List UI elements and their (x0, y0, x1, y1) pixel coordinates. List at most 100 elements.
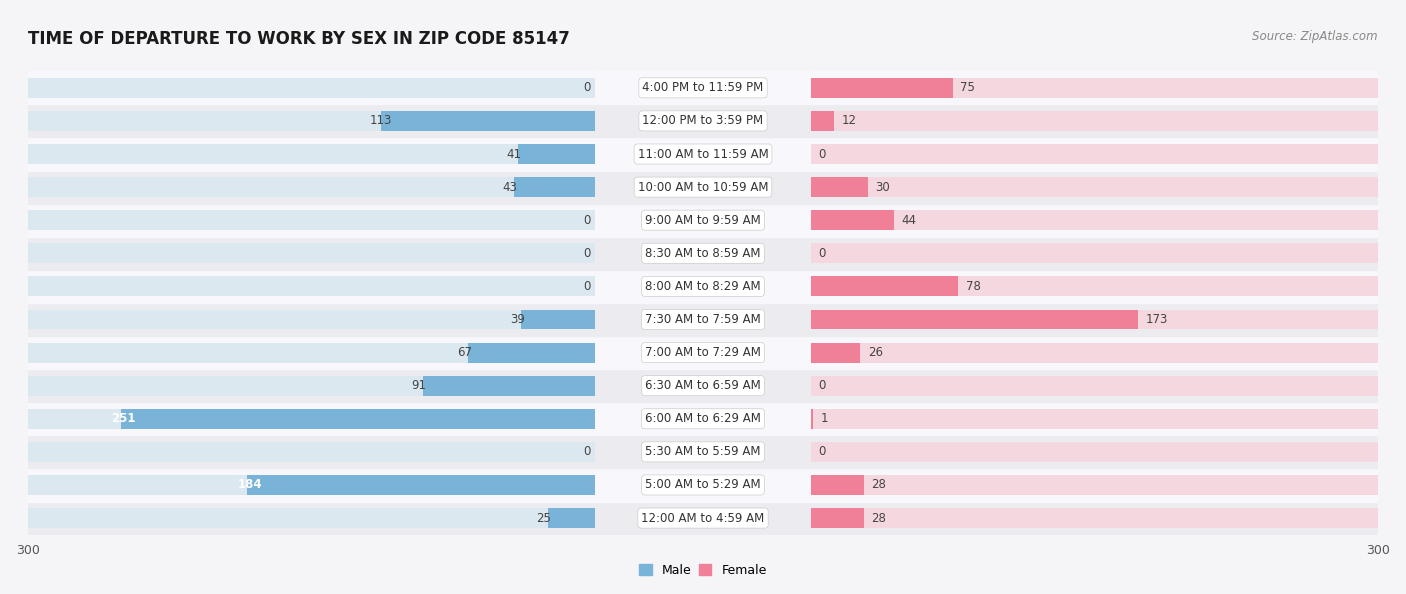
Text: 30: 30 (875, 181, 890, 194)
Bar (28, 71, 595, 105)
Bar (811, 71, 1378, 105)
Bar (595, 369, 811, 402)
Text: 0: 0 (583, 280, 591, 293)
Text: 0: 0 (818, 247, 825, 260)
Bar (811, 376, 1378, 396)
Text: 67: 67 (457, 346, 472, 359)
Text: 173: 173 (1146, 313, 1168, 326)
Text: TIME OF DEPARTURE TO WORK BY SEX IN ZIP CODE 85147: TIME OF DEPARTURE TO WORK BY SEX IN ZIP … (28, 30, 569, 48)
Bar (28, 303, 595, 336)
Text: 5:00 AM to 5:29 AM: 5:00 AM to 5:29 AM (645, 478, 761, 491)
Text: 12:00 AM to 4:59 AM: 12:00 AM to 4:59 AM (641, 511, 765, 525)
Bar (28, 144, 595, 164)
Bar (595, 501, 811, 535)
Bar (595, 336, 811, 369)
Text: 0: 0 (583, 446, 591, 459)
Bar (28, 435, 595, 469)
Text: 91: 91 (412, 379, 427, 392)
Bar (28, 475, 595, 495)
Bar (28, 336, 595, 369)
Text: 11:00 AM to 11:59 AM: 11:00 AM to 11:59 AM (638, 147, 768, 160)
Bar (811, 244, 1378, 263)
Bar (28, 105, 595, 137)
Text: 5:30 AM to 5:59 AM: 5:30 AM to 5:59 AM (645, 446, 761, 459)
Bar (548, 508, 595, 528)
Bar (28, 309, 595, 330)
Bar (595, 469, 811, 501)
Bar (28, 376, 595, 396)
Bar (28, 137, 595, 170)
Bar (28, 402, 595, 435)
Bar (811, 170, 1378, 204)
Bar (811, 343, 1378, 362)
Bar (811, 475, 863, 495)
Bar (595, 137, 811, 170)
Bar (513, 177, 595, 197)
Text: 0: 0 (583, 247, 591, 260)
Bar (28, 409, 595, 429)
Text: 41: 41 (506, 147, 522, 160)
Bar (811, 105, 1378, 137)
Bar (595, 170, 811, 204)
Bar (517, 144, 595, 164)
Bar (28, 177, 595, 197)
Bar (811, 309, 1137, 330)
Bar (811, 303, 1378, 336)
Bar (28, 270, 595, 303)
Text: 113: 113 (370, 115, 392, 128)
Text: 1: 1 (821, 412, 828, 425)
Text: 7:30 AM to 7:59 AM: 7:30 AM to 7:59 AM (645, 313, 761, 326)
Text: 28: 28 (872, 478, 886, 491)
Text: 6:30 AM to 6:59 AM: 6:30 AM to 6:59 AM (645, 379, 761, 392)
Bar (811, 177, 868, 197)
Text: 43: 43 (502, 181, 517, 194)
Text: 39: 39 (510, 313, 524, 326)
Text: 251: 251 (111, 412, 136, 425)
Bar (811, 210, 1378, 230)
Text: 184: 184 (238, 478, 263, 491)
Bar (595, 71, 811, 105)
Text: 6:00 AM to 6:29 AM: 6:00 AM to 6:29 AM (645, 412, 761, 425)
Bar (811, 508, 1378, 528)
Text: Source: ZipAtlas.com: Source: ZipAtlas.com (1253, 30, 1378, 43)
Text: 8:30 AM to 8:59 AM: 8:30 AM to 8:59 AM (645, 247, 761, 260)
Bar (811, 177, 1378, 197)
Bar (811, 469, 1378, 501)
Text: 12: 12 (841, 115, 856, 128)
Bar (811, 501, 1378, 535)
Bar (595, 237, 811, 270)
Bar (28, 442, 595, 462)
Bar (811, 336, 1378, 369)
Text: 10:00 AM to 10:59 AM: 10:00 AM to 10:59 AM (638, 181, 768, 194)
Bar (811, 442, 1378, 462)
Bar (595, 270, 811, 303)
Bar (811, 237, 1378, 270)
Bar (247, 475, 595, 495)
Bar (28, 111, 595, 131)
Bar (595, 303, 811, 336)
Bar (28, 508, 595, 528)
Bar (595, 105, 811, 137)
Text: 12:00 PM to 3:59 PM: 12:00 PM to 3:59 PM (643, 115, 763, 128)
Bar (423, 376, 595, 396)
Bar (28, 369, 595, 402)
Text: 0: 0 (818, 379, 825, 392)
Bar (811, 475, 1378, 495)
Bar (811, 204, 1378, 237)
Bar (28, 210, 595, 230)
Text: 0: 0 (818, 147, 825, 160)
Bar (811, 144, 1378, 164)
Bar (595, 402, 811, 435)
Bar (28, 343, 595, 362)
Legend: Male, Female: Male, Female (634, 559, 772, 582)
Bar (522, 309, 595, 330)
Text: 7:00 AM to 7:29 AM: 7:00 AM to 7:29 AM (645, 346, 761, 359)
Bar (381, 111, 595, 131)
Bar (811, 309, 1378, 330)
Bar (28, 244, 595, 263)
Bar (468, 343, 595, 362)
Bar (811, 270, 1378, 303)
Text: 28: 28 (872, 511, 886, 525)
Bar (811, 137, 1378, 170)
Bar (811, 409, 813, 429)
